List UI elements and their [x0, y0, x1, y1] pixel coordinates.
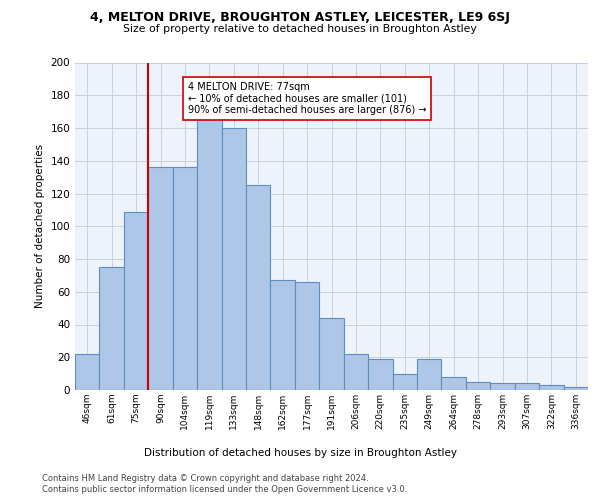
Bar	[442, 377, 466, 390]
Bar	[246, 186, 271, 390]
Bar	[148, 168, 173, 390]
Text: Contains public sector information licensed under the Open Government Licence v3: Contains public sector information licen…	[42, 485, 407, 494]
Text: Contains HM Land Registry data © Crown copyright and database right 2024.: Contains HM Land Registry data © Crown c…	[42, 474, 368, 483]
Bar	[319, 318, 344, 390]
Bar	[490, 384, 515, 390]
Y-axis label: Number of detached properties: Number of detached properties	[35, 144, 45, 308]
Text: 4 MELTON DRIVE: 77sqm
← 10% of detached houses are smaller (101)
90% of semi-det: 4 MELTON DRIVE: 77sqm ← 10% of detached …	[188, 82, 427, 116]
Bar	[75, 354, 100, 390]
Bar	[563, 386, 588, 390]
Bar	[466, 382, 490, 390]
Bar	[344, 354, 368, 390]
Bar	[197, 112, 221, 390]
Text: Size of property relative to detached houses in Broughton Astley: Size of property relative to detached ho…	[123, 24, 477, 34]
Text: Distribution of detached houses by size in Broughton Astley: Distribution of detached houses by size …	[143, 448, 457, 458]
Text: 4, MELTON DRIVE, BROUGHTON ASTLEY, LEICESTER, LE9 6SJ: 4, MELTON DRIVE, BROUGHTON ASTLEY, LEICE…	[90, 11, 510, 24]
Bar	[392, 374, 417, 390]
Bar	[221, 128, 246, 390]
Bar	[173, 168, 197, 390]
Bar	[515, 384, 539, 390]
Bar	[100, 267, 124, 390]
Bar	[417, 359, 442, 390]
Bar	[124, 212, 148, 390]
Bar	[539, 385, 563, 390]
Bar	[271, 280, 295, 390]
Bar	[295, 282, 319, 390]
Bar	[368, 359, 392, 390]
